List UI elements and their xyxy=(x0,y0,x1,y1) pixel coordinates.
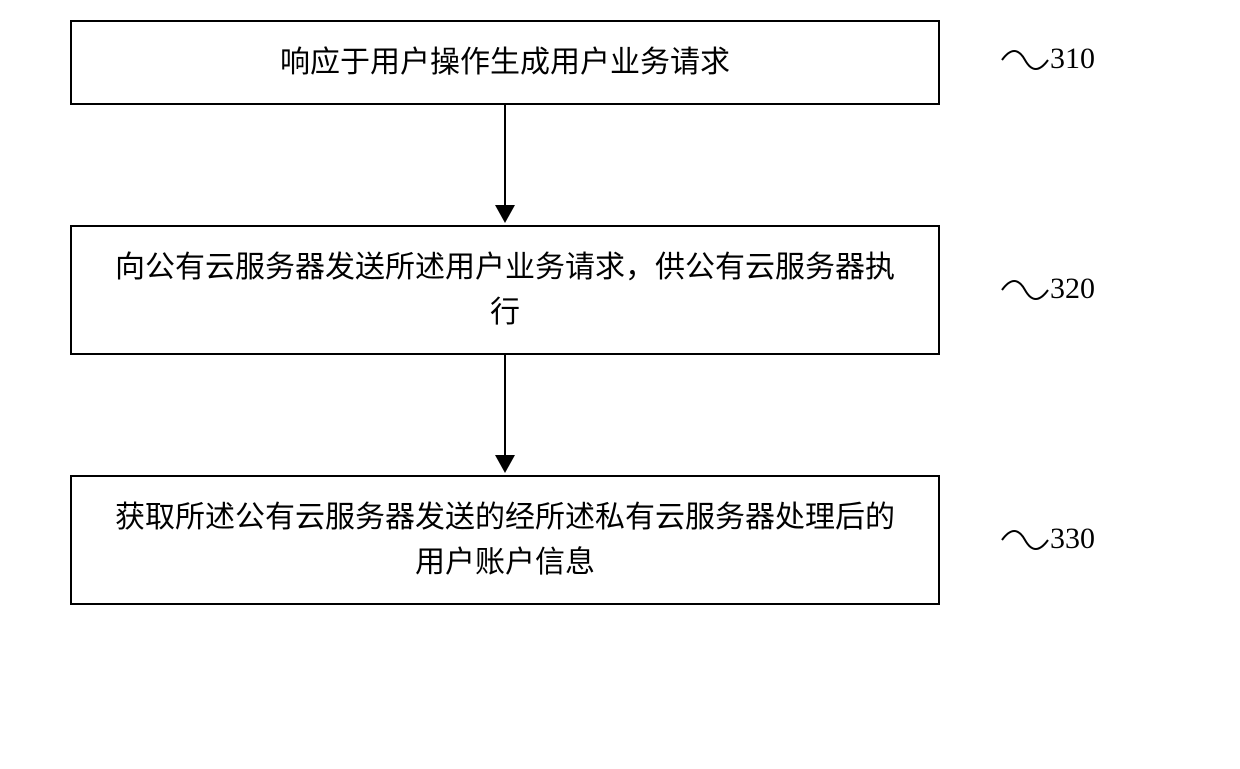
arrow-down-icon xyxy=(485,105,525,225)
connector-curve-icon xyxy=(1000,270,1050,310)
arrow-down-icon xyxy=(485,355,525,475)
node-label: 310 xyxy=(1050,42,1095,76)
connector-curve-icon xyxy=(1000,520,1050,560)
node-text: 响应于用户操作生成用户业务请求 xyxy=(280,40,730,85)
flowchart-row-2: 向公有云服务器发送所述用户业务请求，供公有云服务器执行 320 xyxy=(70,225,1170,355)
connector-curve-icon xyxy=(1000,40,1050,80)
node-label: 320 xyxy=(1050,272,1095,306)
flowchart-node-330: 获取所述公有云服务器发送的经所述私有云服务器处理后的用户账户信息 xyxy=(70,475,940,605)
node-text: 获取所述公有云服务器发送的经所述私有云服务器处理后的用户账户信息 xyxy=(102,495,908,585)
arrow-2 xyxy=(70,355,940,475)
flowchart-row-3: 获取所述公有云服务器发送的经所述私有云服务器处理后的用户账户信息 330 xyxy=(70,475,1170,605)
node-text: 向公有云服务器发送所述用户业务请求，供公有云服务器执行 xyxy=(102,245,908,335)
node-label: 330 xyxy=(1050,522,1095,556)
flowchart-row-1: 响应于用户操作生成用户业务请求 310 xyxy=(70,20,1170,105)
flowchart-container: 响应于用户操作生成用户业务请求 310 向公有云服务器发送所述用户业务请求，供公… xyxy=(70,20,1170,605)
flowchart-node-320: 向公有云服务器发送所述用户业务请求，供公有云服务器执行 xyxy=(70,225,940,355)
arrow-1 xyxy=(70,105,940,225)
flowchart-node-310: 响应于用户操作生成用户业务请求 xyxy=(70,20,940,105)
